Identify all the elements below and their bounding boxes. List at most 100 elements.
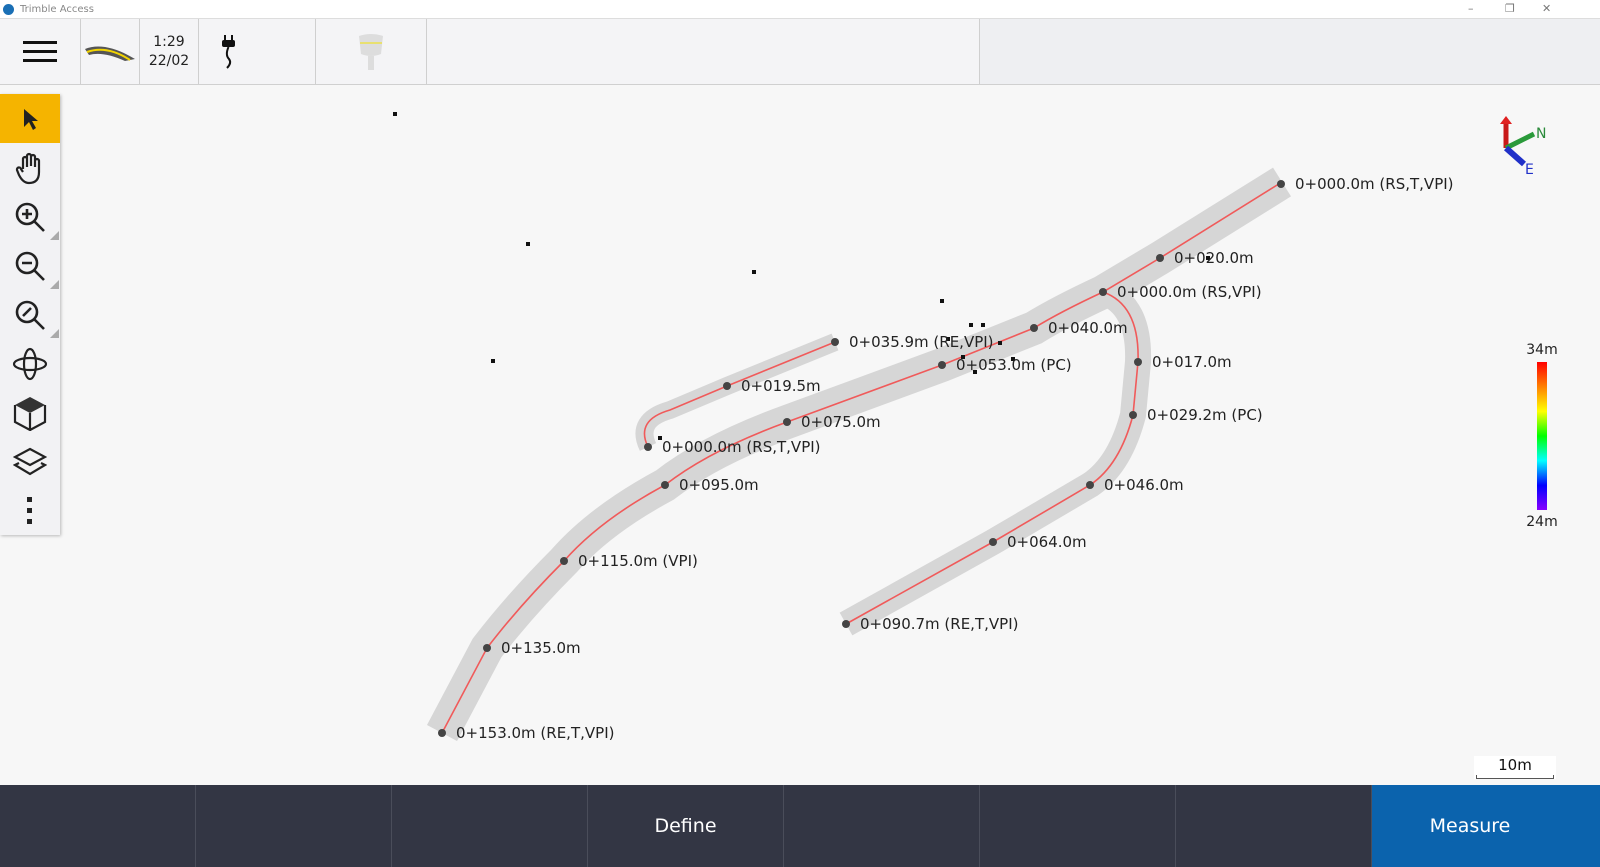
station-marker[interactable]: 0+019.5m xyxy=(723,377,821,395)
survey-point xyxy=(973,370,977,374)
survey-point xyxy=(491,359,495,363)
station-marker[interactable]: 0+040.0m xyxy=(1030,319,1128,337)
survey-point xyxy=(393,112,397,116)
time: 1:29 xyxy=(153,33,185,50)
orbit-icon xyxy=(12,347,48,380)
softkey-6[interactable] xyxy=(980,785,1176,867)
station-label: 0+017.0m xyxy=(1152,353,1232,371)
station-point[interactable] xyxy=(831,338,839,346)
station-point[interactable] xyxy=(723,382,731,390)
station-point[interactable] xyxy=(1156,254,1164,262)
select-arrow-icon xyxy=(24,108,38,130)
station-marker[interactable]: 0+090.7m (RE,T,VPI) xyxy=(842,615,1018,633)
survey-point xyxy=(658,436,662,440)
station-point[interactable] xyxy=(1134,358,1142,366)
survey-point xyxy=(1011,357,1015,361)
station-marker[interactable]: 0+029.2m (PC) xyxy=(1129,406,1263,424)
more-tools-button[interactable] xyxy=(0,486,60,535)
survey-point xyxy=(1206,256,1210,260)
station-marker[interactable]: 0+000.0m (RS,VPI) xyxy=(1099,283,1262,301)
station-point[interactable] xyxy=(1099,288,1107,296)
station-point[interactable] xyxy=(1030,324,1038,332)
submenu-indicator xyxy=(50,329,59,338)
station-point[interactable] xyxy=(483,644,491,652)
zoom-extents-tool[interactable] xyxy=(0,290,60,339)
select-tool[interactable] xyxy=(0,94,60,143)
pan-tool[interactable] xyxy=(0,143,60,192)
close-button[interactable]: ✕ xyxy=(1542,2,1552,15)
station-label: 0+115.0m (VPI) xyxy=(578,552,698,570)
station-marker[interactable]: 0+046.0m xyxy=(1086,476,1184,494)
station-point[interactable] xyxy=(1277,180,1285,188)
survey-points xyxy=(393,112,1210,440)
softkey-2[interactable] xyxy=(196,785,392,867)
minimize-button[interactable]: – xyxy=(1468,2,1474,15)
station-marker[interactable]: 0+153.0m (RE,T,VPI) xyxy=(438,724,614,742)
station-label: 0+135.0m xyxy=(501,639,581,657)
measure-button[interactable]: Measure xyxy=(1372,785,1600,867)
station-point[interactable] xyxy=(644,443,652,451)
station-label: 0+029.2m (PC) xyxy=(1147,406,1263,424)
map-view[interactable]: 0+000.0m (RS,T,VPI) 0+020.0m 0+000.0m (RS,… xyxy=(0,85,1600,785)
station-marker[interactable]: 0+095.0m xyxy=(661,476,759,494)
station-label: 0+000.0m (RS,T,VPI) xyxy=(662,438,821,456)
menu-button[interactable] xyxy=(0,19,81,84)
app-title: Trimble Access xyxy=(20,3,94,15)
survey-point xyxy=(946,337,950,341)
station-point[interactable] xyxy=(938,361,946,369)
elevation-color-ramp xyxy=(1537,362,1547,510)
station-point[interactable] xyxy=(783,418,791,426)
north-label: N xyxy=(1536,126,1546,142)
layers-icon xyxy=(13,447,47,475)
station-marker[interactable]: 0+075.0m xyxy=(783,413,881,431)
survey-point xyxy=(998,341,1002,345)
define-button[interactable]: Define xyxy=(588,785,784,867)
softkey-1[interactable] xyxy=(0,785,196,867)
gnss-status-button[interactable] xyxy=(316,19,427,84)
station-point[interactable] xyxy=(1129,411,1137,419)
station-label: 0+075.0m xyxy=(801,413,881,431)
station-label: 0+046.0m xyxy=(1104,476,1184,494)
road-centerline xyxy=(643,341,836,448)
zoom-in-tool[interactable] xyxy=(0,192,60,241)
scale-bar: 10m xyxy=(1474,756,1556,779)
station-marker[interactable]: 0+135.0m xyxy=(483,639,581,657)
orbit-tool[interactable] xyxy=(0,339,60,388)
station-label: 0+000.0m (RS,VPI) xyxy=(1117,283,1262,301)
station-marker[interactable]: 0+017.0m xyxy=(1134,353,1232,371)
station-label: 0+064.0m xyxy=(1007,533,1087,551)
power-plug-icon xyxy=(222,34,235,69)
zoom-in-icon xyxy=(15,202,45,232)
station-marker[interactable]: 0+035.9m (RE,VPI) xyxy=(831,333,994,351)
3d-view-tool[interactable] xyxy=(0,388,60,437)
survey-point xyxy=(969,323,973,327)
layers-tool[interactable] xyxy=(0,437,60,486)
submenu-indicator xyxy=(50,280,59,289)
station-marker[interactable]: 0+115.0m (VPI) xyxy=(560,552,698,570)
softkey-3[interactable] xyxy=(392,785,588,867)
station-point[interactable] xyxy=(438,729,446,737)
zoom-out-tool[interactable] xyxy=(0,241,60,290)
station-point[interactable] xyxy=(842,620,850,628)
power-status-button[interactable] xyxy=(199,19,316,84)
station-marker[interactable]: 0+053.0m (PC) xyxy=(938,356,1072,374)
restore-button[interactable]: ❐ xyxy=(1505,2,1515,15)
app-logo-icon xyxy=(3,3,14,15)
station-marker[interactable]: 0+000.0m (RS,T,VPI) xyxy=(644,438,821,456)
station-point[interactable] xyxy=(661,481,669,489)
3d-view-cube-icon xyxy=(13,396,47,431)
scale-label: 10m xyxy=(1498,756,1532,774)
station-point[interactable] xyxy=(560,557,568,565)
softkey-7[interactable] xyxy=(1176,785,1372,867)
survey-point xyxy=(526,242,530,246)
station-point[interactable] xyxy=(1086,481,1094,489)
softkey-5[interactable] xyxy=(784,785,980,867)
station-marker[interactable]: 0+064.0m xyxy=(989,533,1087,551)
road-selection-button[interactable] xyxy=(81,19,140,84)
station-marker[interactable]: 0+020.0m xyxy=(1156,249,1254,267)
gnss-receiver-icon xyxy=(359,33,383,70)
time-date-status[interactable]: 1:29 22/02 xyxy=(140,19,199,84)
submenu-indicator xyxy=(50,231,59,240)
station-point[interactable] xyxy=(989,538,997,546)
station-marker[interactable]: 0+000.0m (RS,T,VPI) xyxy=(1277,175,1454,193)
